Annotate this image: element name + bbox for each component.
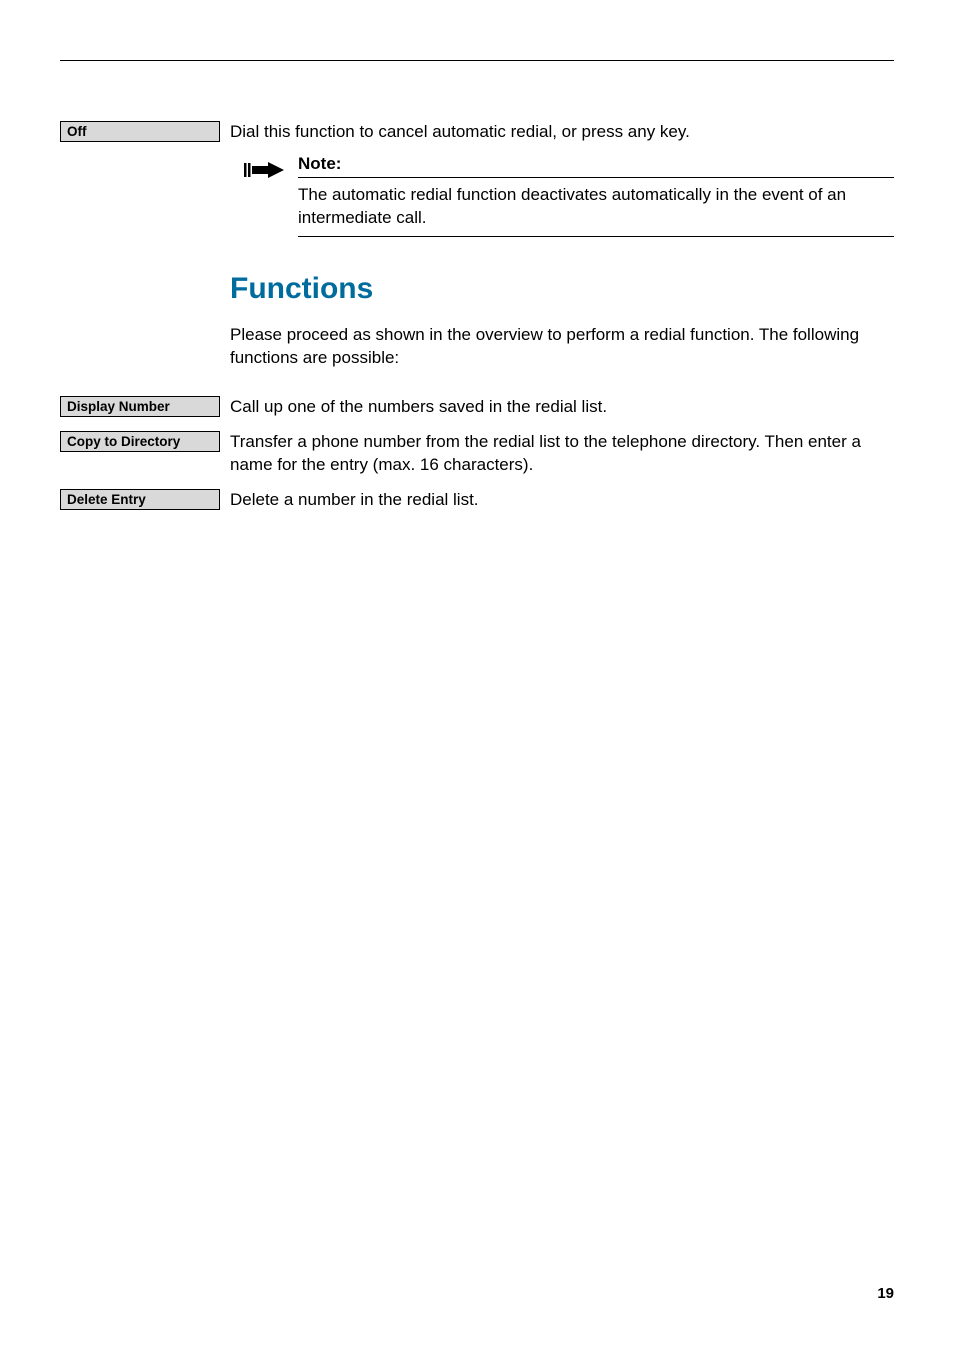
off-description: Dial this function to cancel automatic r… [230, 121, 894, 144]
right-column: Call up one of the numbers saved in the … [230, 396, 894, 419]
left-column: Display Number [60, 396, 230, 417]
right-column: Dial this function to cancel automatic r… [230, 121, 894, 384]
page-number: 19 [877, 1285, 894, 1302]
left-column: Delete Entry [60, 489, 230, 510]
display-number-label: Display Number [60, 396, 220, 417]
copy-to-directory-row: Copy to Directory Transfer a phone numbe… [60, 431, 894, 477]
copy-to-directory-label: Copy to Directory [60, 431, 220, 452]
functions-intro: Please proceed as shown in the overview … [230, 324, 894, 370]
off-label: Off [60, 121, 220, 142]
off-row: Off Dial this function to cancel automat… [60, 121, 894, 384]
left-column: Off [60, 121, 230, 142]
top-horizontal-rule [60, 60, 894, 61]
functions-heading: Functions [230, 272, 894, 306]
page-content: Off Dial this function to cancel automat… [0, 0, 954, 511]
note-title: Note: [298, 154, 894, 178]
copy-to-directory-description: Transfer a phone number from the redial … [230, 431, 894, 477]
note-content: Note: The automatic redial function deac… [298, 154, 894, 237]
delete-entry-description: Delete a number in the redial list. [230, 489, 894, 512]
delete-entry-label: Delete Entry [60, 489, 220, 510]
right-column: Transfer a phone number from the redial … [230, 431, 894, 477]
display-number-description: Call up one of the numbers saved in the … [230, 396, 894, 419]
note-body: The automatic redial function deactivate… [298, 184, 894, 237]
display-number-row: Display Number Call up one of the number… [60, 396, 894, 419]
left-column: Copy to Directory [60, 431, 230, 452]
delete-entry-row: Delete Entry Delete a number in the redi… [60, 489, 894, 512]
right-column: Delete a number in the redial list. [230, 489, 894, 512]
note-block: Note: The automatic redial function deac… [230, 154, 894, 237]
note-arrow-icon [242, 156, 290, 184]
